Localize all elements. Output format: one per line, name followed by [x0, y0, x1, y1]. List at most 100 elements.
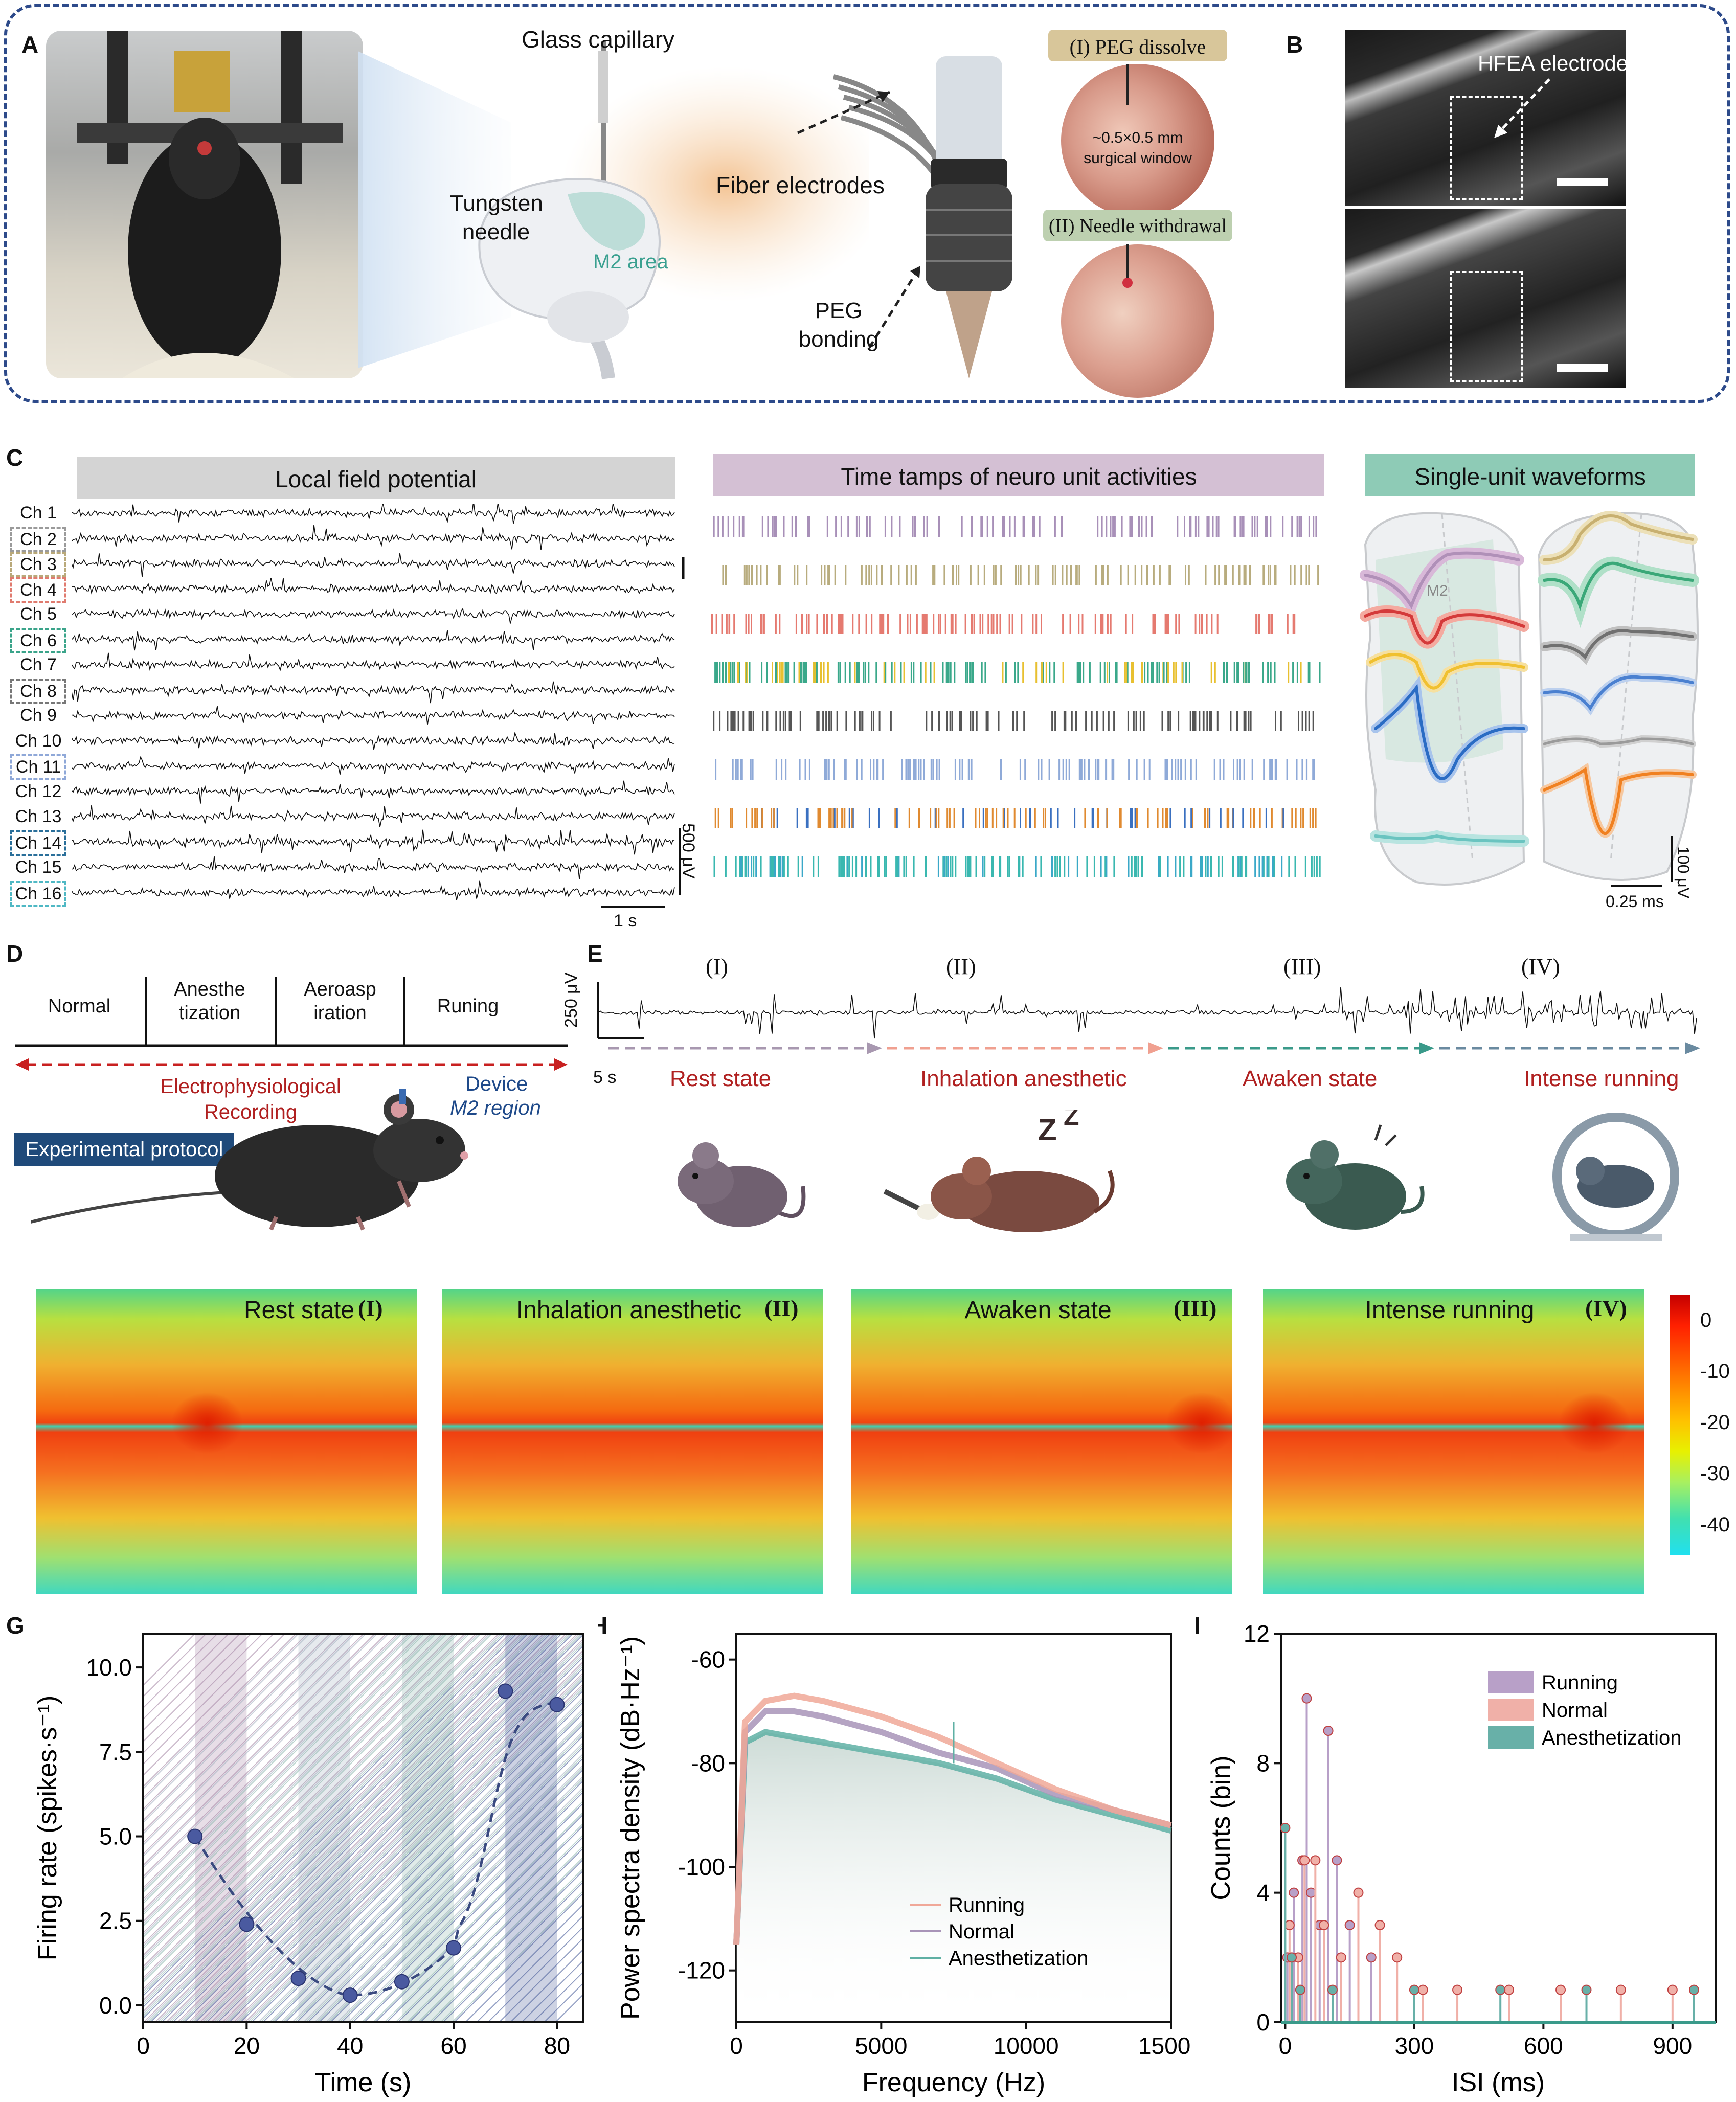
panel-e-label: E	[587, 940, 603, 967]
spike-tick	[1095, 565, 1097, 585]
spike-tick	[1134, 856, 1136, 877]
spike-tick	[1188, 565, 1190, 585]
spike-tick	[1190, 759, 1192, 780]
x-tick-label: 20	[234, 2032, 260, 2059]
spike-raster	[711, 516, 1321, 877]
spike-tick	[728, 614, 730, 634]
spike-tick	[894, 808, 896, 828]
spike-tick	[1102, 711, 1104, 731]
panel-g-label: G	[6, 1612, 25, 1639]
spike-tick	[1076, 565, 1078, 585]
spike-tick	[771, 808, 773, 828]
spike-tick	[913, 759, 915, 780]
spike-tick	[800, 662, 802, 683]
spike-tick	[1091, 711, 1093, 731]
channel-label: Ch 10	[15, 731, 62, 751]
spike-tick	[952, 565, 954, 585]
e-numeral: (I)	[706, 954, 728, 979]
spike-tick	[828, 808, 830, 828]
fiber-electrode-illustration	[832, 56, 1012, 378]
spike-tick	[753, 856, 755, 877]
spike-tick	[849, 662, 851, 683]
spike-tick	[1236, 662, 1238, 683]
spike-tick	[807, 808, 809, 828]
spike-tick	[1233, 662, 1235, 683]
legend-swatch	[1488, 1699, 1534, 1721]
spike-tick	[1293, 614, 1294, 634]
spike-tick	[913, 662, 915, 683]
spike-tick	[1106, 856, 1108, 877]
spike-tick	[826, 759, 828, 780]
spike-tick	[1234, 516, 1236, 537]
spike-tick	[1169, 565, 1171, 585]
channel-label: Ch 14	[10, 830, 66, 856]
spike-tick	[1128, 759, 1130, 780]
waveform-brain: M2	[1360, 511, 1699, 887]
spike-tick	[739, 856, 741, 877]
spike-tick	[735, 759, 737, 780]
spike-tick	[1282, 516, 1284, 537]
spike-tick	[1248, 662, 1250, 683]
spike-tick	[1250, 808, 1252, 828]
spike-tick	[1246, 856, 1248, 877]
spike-tick	[1128, 856, 1130, 877]
spike-tick	[894, 662, 896, 683]
spike-tick	[808, 759, 810, 780]
e-state-arrows	[608, 1042, 1700, 1054]
spike-tick	[751, 565, 753, 585]
spike-tick	[983, 565, 985, 585]
spike-tick	[897, 856, 899, 877]
spectrogram	[1263, 1289, 1644, 1594]
spike-tick	[1218, 856, 1220, 877]
spike-tick	[1224, 565, 1226, 585]
spike-tick	[998, 711, 1000, 731]
spike-tick	[851, 808, 853, 828]
spectrogram-numeral: (I)	[358, 1295, 383, 1321]
spike-tick	[859, 711, 861, 731]
spike-tick	[1153, 565, 1155, 585]
spike-tick	[1282, 808, 1284, 828]
spike-tick	[1136, 808, 1138, 828]
spike-tick	[1009, 516, 1011, 537]
spike-tick	[825, 711, 827, 731]
spike-tick	[1175, 662, 1177, 683]
spike-tick	[1079, 662, 1081, 683]
spike-tick	[1111, 759, 1113, 780]
spike-tick	[878, 711, 881, 731]
spike-tick	[793, 662, 795, 683]
protocol-tag	[14, 1133, 234, 1166]
spike-tick	[1194, 711, 1197, 731]
protocol-phase: Normal	[48, 996, 111, 1017]
spike-tick	[868, 808, 870, 828]
spike-tick	[1239, 516, 1242, 537]
spike-tick	[1184, 759, 1186, 780]
spike-tick	[967, 759, 970, 780]
y-axis-label: Counts (bin)	[1207, 1755, 1236, 1900]
spike-tick	[782, 662, 784, 683]
spike-tick	[907, 614, 909, 634]
spike-tick	[1241, 516, 1243, 537]
spike-tick	[1119, 808, 1121, 828]
spike-tick	[842, 614, 844, 634]
lfp-trace	[72, 706, 675, 725]
x-tick-label: 80	[544, 2032, 570, 2059]
spike-tick	[977, 565, 979, 585]
spike-tick	[1008, 614, 1010, 634]
spike-tick	[1051, 711, 1053, 731]
spike-tick	[1220, 808, 1222, 828]
spike-tick	[1083, 662, 1085, 683]
spike-tick	[727, 516, 729, 537]
spike-tick	[761, 808, 763, 828]
x-tick-label: 80	[544, 2032, 570, 2059]
spike-tick	[1263, 759, 1265, 780]
spike-tick	[826, 516, 828, 537]
spike-tick	[1286, 759, 1288, 780]
spike-tick	[830, 808, 832, 828]
spike-tick	[970, 856, 972, 877]
channel-label: Ch 2	[10, 526, 66, 552]
spike-tick	[835, 565, 836, 585]
spike-tick	[1251, 759, 1253, 780]
spike-tick	[1021, 614, 1023, 634]
spike-tick	[1035, 662, 1038, 683]
spike-tick	[1035, 856, 1037, 877]
